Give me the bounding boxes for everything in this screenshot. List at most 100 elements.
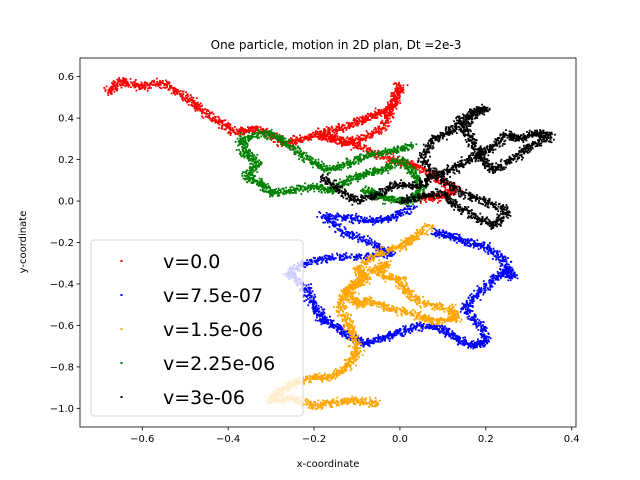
data-point xyxy=(325,319,328,322)
data-point xyxy=(450,235,453,237)
data-point xyxy=(492,280,494,283)
data-point xyxy=(466,313,468,316)
data-point xyxy=(337,326,340,329)
data-point xyxy=(344,216,347,219)
data-point xyxy=(445,331,448,333)
data-point xyxy=(477,295,480,298)
data-point xyxy=(361,271,363,274)
data-point xyxy=(369,255,372,258)
data-point xyxy=(415,167,418,170)
data-point xyxy=(359,238,362,241)
data-point xyxy=(152,81,155,84)
data-point xyxy=(454,191,456,194)
data-point xyxy=(319,133,322,136)
data-point xyxy=(361,239,364,242)
data-point xyxy=(501,256,504,259)
data-point xyxy=(421,231,424,234)
data-point xyxy=(331,139,334,142)
data-point xyxy=(505,272,508,275)
data-point xyxy=(487,332,490,334)
data-point xyxy=(492,274,495,277)
data-point xyxy=(406,238,409,241)
data-point xyxy=(382,335,384,338)
data-point xyxy=(210,112,213,114)
data-point xyxy=(335,129,338,131)
data-point xyxy=(480,288,483,290)
data-point xyxy=(357,265,360,267)
data-point xyxy=(204,112,207,115)
data-point xyxy=(388,155,391,158)
data-point xyxy=(440,330,443,333)
data-point xyxy=(401,86,404,89)
data-point xyxy=(387,159,389,162)
data-point xyxy=(371,134,374,137)
data-point xyxy=(380,110,382,113)
data-point xyxy=(326,322,329,325)
data-point xyxy=(273,141,276,143)
data-point xyxy=(397,98,399,100)
data-point xyxy=(397,89,400,91)
data-point xyxy=(488,247,491,250)
data-point xyxy=(144,88,146,91)
data-point xyxy=(459,310,462,313)
data-point xyxy=(166,84,168,87)
data-point xyxy=(220,119,223,122)
data-point xyxy=(389,159,391,161)
data-point xyxy=(388,255,391,257)
data-point xyxy=(378,243,381,246)
data-point xyxy=(361,119,364,121)
data-point xyxy=(309,289,312,291)
data-point xyxy=(328,130,331,133)
data-point xyxy=(372,260,375,262)
data-point xyxy=(398,210,401,212)
data-point xyxy=(306,289,309,292)
data-point xyxy=(431,230,433,233)
data-point xyxy=(480,244,483,247)
data-point xyxy=(483,334,486,337)
data-point xyxy=(424,173,427,175)
data-point xyxy=(336,126,339,128)
data-point xyxy=(457,337,460,340)
data-point xyxy=(307,304,310,307)
data-point xyxy=(183,99,186,101)
data-point xyxy=(411,241,414,243)
data-point xyxy=(314,307,317,310)
data-point xyxy=(510,270,513,273)
data-point xyxy=(114,81,117,84)
data-point xyxy=(348,233,351,236)
data-point xyxy=(356,218,359,220)
data-point xyxy=(341,128,344,131)
data-point xyxy=(332,136,334,139)
data-point xyxy=(379,340,382,343)
data-point xyxy=(380,129,383,132)
data-point xyxy=(410,234,413,237)
data-point xyxy=(415,326,418,329)
data-point xyxy=(205,110,208,113)
data-point xyxy=(340,330,343,332)
data-point xyxy=(391,109,394,111)
data-point xyxy=(336,323,339,325)
data-point xyxy=(326,255,329,257)
data-point xyxy=(312,304,314,307)
data-point xyxy=(309,301,312,304)
data-point xyxy=(125,80,127,83)
data-point xyxy=(426,323,428,326)
data-point xyxy=(474,245,477,247)
data-point xyxy=(474,342,476,345)
data-point xyxy=(494,255,497,258)
data-point xyxy=(460,340,462,343)
data-point xyxy=(377,111,380,114)
data-point xyxy=(466,342,469,345)
data-point xyxy=(372,342,375,345)
data-point xyxy=(376,151,379,154)
data-point xyxy=(385,161,388,164)
data-point xyxy=(407,237,410,240)
data-point xyxy=(325,125,328,128)
data-point xyxy=(333,224,336,227)
data-point xyxy=(331,221,334,224)
data-point xyxy=(497,279,500,281)
data-point xyxy=(356,236,358,238)
data-point xyxy=(471,342,473,345)
data-point xyxy=(453,334,456,337)
data-point xyxy=(266,127,269,130)
